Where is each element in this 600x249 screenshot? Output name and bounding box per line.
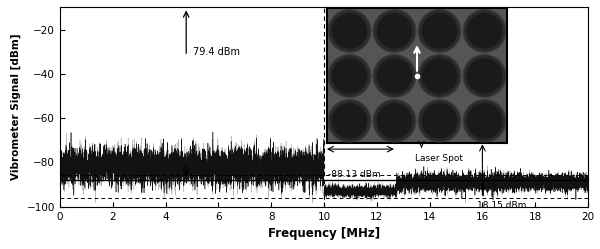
Circle shape — [328, 10, 371, 52]
Circle shape — [418, 55, 461, 97]
Circle shape — [377, 59, 412, 93]
Circle shape — [373, 10, 416, 52]
Circle shape — [332, 14, 367, 48]
Text: 10 MHz to
12.76 MHz: 10 MHz to 12.76 MHz — [325, 126, 373, 146]
Circle shape — [377, 104, 412, 138]
Y-axis label: Vibrometer Signal [dBm]: Vibrometer Signal [dBm] — [11, 34, 21, 180]
Circle shape — [467, 59, 502, 93]
Circle shape — [463, 100, 506, 142]
Circle shape — [328, 55, 371, 97]
Circle shape — [418, 100, 461, 142]
Circle shape — [422, 14, 457, 48]
Circle shape — [467, 14, 502, 48]
Text: 79.4 dBm: 79.4 dBm — [193, 47, 240, 57]
Circle shape — [418, 10, 461, 52]
Circle shape — [332, 59, 367, 93]
Text: 18.15 dBm: 18.15 dBm — [477, 201, 526, 210]
Text: Laser Spot: Laser Spot — [415, 154, 463, 163]
Circle shape — [463, 55, 506, 97]
Circle shape — [422, 59, 457, 93]
Circle shape — [373, 55, 416, 97]
Circle shape — [467, 104, 502, 138]
Circle shape — [328, 100, 371, 142]
Circle shape — [422, 104, 457, 138]
Text: -88.13 dBm: -88.13 dBm — [328, 170, 380, 179]
X-axis label: Frequency [MHz]: Frequency [MHz] — [268, 227, 380, 240]
Circle shape — [463, 10, 506, 52]
Circle shape — [332, 104, 367, 138]
Circle shape — [373, 100, 416, 142]
Circle shape — [377, 14, 412, 48]
